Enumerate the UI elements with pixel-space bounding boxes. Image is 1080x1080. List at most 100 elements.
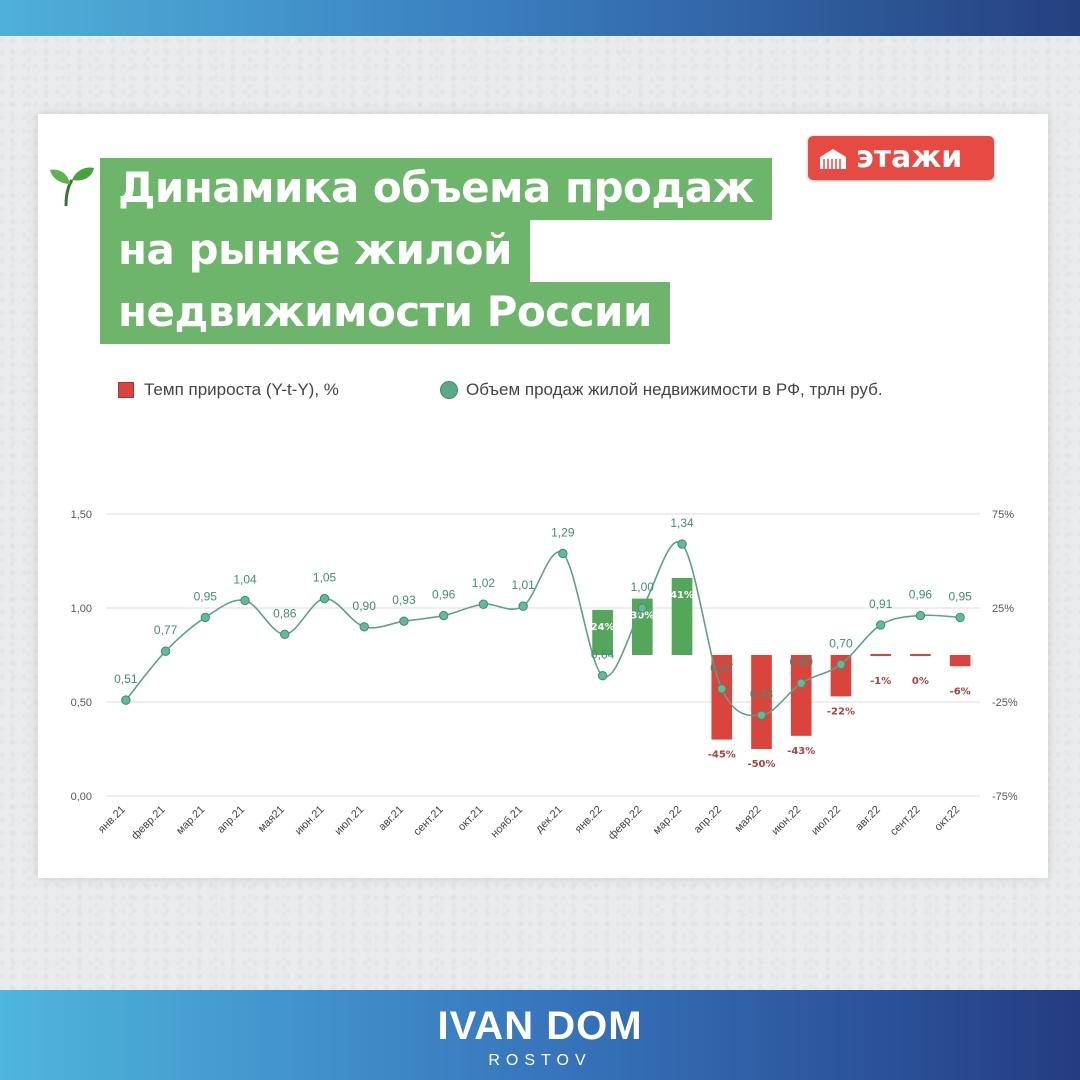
x-tick-label: апр.21 xyxy=(215,804,247,836)
line-value-label: 0,51 xyxy=(114,672,138,686)
legend-bar-swatch xyxy=(118,382,134,398)
brand-subtitle: ROSTOV xyxy=(488,1052,592,1069)
line-value-label: 0,93 xyxy=(392,593,416,607)
house-icon xyxy=(820,149,846,169)
chart-card: Динамика объема продаж на рынке жилой не… xyxy=(38,114,1048,878)
y-left-tick-label: 0,00 xyxy=(71,791,92,803)
x-tick-label: июн.21 xyxy=(293,804,327,838)
y-right-tick-label: -75% xyxy=(992,791,1018,803)
y-left-tick-label: 1,00 xyxy=(71,603,92,615)
x-tick-label: нояб.21 xyxy=(489,804,526,841)
x-tick-label: авг.21 xyxy=(376,804,406,834)
bar-value-label: 41% xyxy=(670,590,694,601)
line-value-label: 1,02 xyxy=(472,576,496,590)
x-tick-label: мая22 xyxy=(733,804,764,835)
line-point xyxy=(399,616,409,626)
bar-value-label: -22% xyxy=(827,706,855,717)
etazhi-logo: этажи xyxy=(808,136,994,180)
line-point xyxy=(160,646,171,656)
x-tick-label: июл.22 xyxy=(809,804,843,838)
y-left-tick-label: 0,50 xyxy=(71,697,92,709)
x-tick-label: мая21 xyxy=(256,804,287,835)
line-point xyxy=(438,610,449,621)
x-tick-label: окт.21 xyxy=(456,804,486,834)
x-tick-label: сент.22 xyxy=(888,804,923,839)
line-value-label: 0,60 xyxy=(790,655,814,669)
line-point xyxy=(478,599,489,609)
bar-value-label: -6% xyxy=(950,686,971,697)
top-band xyxy=(0,0,1080,36)
x-tick-label: мар.21 xyxy=(174,804,207,837)
bottom-band xyxy=(0,990,1080,1080)
y-right-tick-label: -25% xyxy=(992,697,1018,709)
bar xyxy=(631,598,653,655)
logo-text: этажи xyxy=(856,140,963,175)
line-value-label: 0,95 xyxy=(948,589,972,603)
line-point xyxy=(875,620,886,630)
bar xyxy=(910,654,931,656)
combo-chart: 0,00 0,50 1,00 1,50 -75% -25% 25% 75% 24% 30% 41% -… xyxy=(71,509,1018,842)
bar-value-label: 30% xyxy=(630,611,654,622)
x-tick-label: февр.21 xyxy=(129,804,167,842)
line-value-label: 0,95 xyxy=(194,589,218,603)
line-value-label: 0,86 xyxy=(273,606,297,620)
line-value-label: 0,90 xyxy=(353,599,377,613)
line-value-label: 1,05 xyxy=(313,571,337,585)
x-tick-label: июн.22 xyxy=(770,804,804,838)
line-value-label: 0,64 xyxy=(591,648,615,662)
line-value-label: 0,96 xyxy=(909,588,933,602)
line-point xyxy=(756,710,767,720)
x-tick-label: апр.22 xyxy=(692,804,724,836)
line-point xyxy=(359,622,369,632)
bar-value-label: -45% xyxy=(708,750,736,761)
x-tick-label: дек.21 xyxy=(533,804,565,836)
x-tick-label: янв.21 xyxy=(96,804,128,836)
bar xyxy=(870,654,892,656)
line-value-label: 1,29 xyxy=(551,525,575,539)
bar xyxy=(830,655,852,697)
line-point xyxy=(836,659,846,670)
line-point xyxy=(121,695,131,705)
x-tick-label: сент.21 xyxy=(411,804,446,839)
bar xyxy=(949,655,971,667)
line-value-label: 0,43 xyxy=(750,687,774,701)
x-tick-label: мар.22 xyxy=(651,804,684,837)
title-line-1: Динамика объема продаж xyxy=(100,158,772,220)
bar xyxy=(592,609,613,655)
bar xyxy=(751,655,772,749)
title-line-3: недвижимости России xyxy=(100,282,670,344)
y-left-tick-label: 1,50 xyxy=(71,509,92,521)
legend-line-swatch xyxy=(440,381,458,399)
line-point xyxy=(677,539,687,549)
line-point xyxy=(597,670,608,681)
y-right-tick-label: 75% xyxy=(992,509,1014,521)
line-point xyxy=(796,678,806,688)
bar xyxy=(671,577,693,655)
line-point xyxy=(518,601,528,611)
sprout-icon xyxy=(50,167,94,207)
legend-line-label: Объем продаж жилой недвижимости в РФ, тр… xyxy=(466,380,883,399)
line-value-label: 1,00 xyxy=(631,580,655,594)
x-tick-label: окт.22 xyxy=(932,804,962,834)
line-point xyxy=(280,629,290,640)
bar-value-label: 24% xyxy=(591,622,615,633)
x-tick-label: февр.22 xyxy=(606,804,644,842)
bar-value-label: -50% xyxy=(747,759,775,770)
line-value-label: 1,01 xyxy=(511,578,535,592)
line-point xyxy=(200,612,211,623)
bar-value-label: -1% xyxy=(870,676,891,687)
bar xyxy=(790,655,812,736)
line-value-label: 0,57 xyxy=(710,661,734,675)
line-point xyxy=(637,603,648,613)
line-point xyxy=(915,610,926,621)
bar-value-label: -43% xyxy=(787,746,815,757)
bar-value-label: 0% xyxy=(912,676,929,687)
title-line-2: на рынке жилой xyxy=(100,220,530,282)
line-value-label: 0,96 xyxy=(432,588,456,602)
line-point xyxy=(955,612,965,623)
line-value-label: 0,77 xyxy=(154,623,178,637)
y-right-tick-label: 25% xyxy=(992,603,1014,615)
x-tick-label: июл.21 xyxy=(332,804,366,838)
x-tick-label: янв.22 xyxy=(573,804,605,836)
line-value-label: 1,04 xyxy=(233,572,257,586)
